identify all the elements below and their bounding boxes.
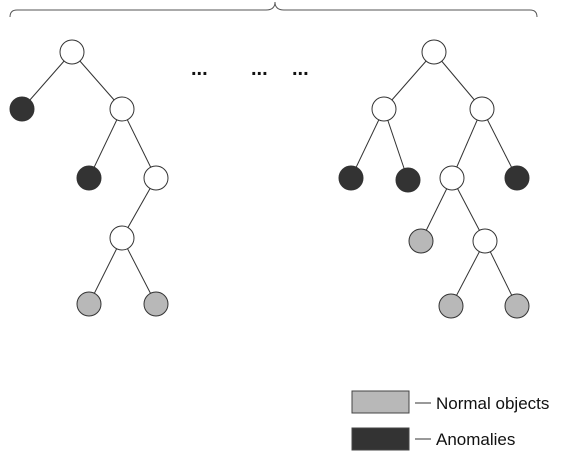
top-brace (9, 1, 538, 18)
tree-left-node-h-normal-object (143, 291, 169, 317)
tree-right-node-h-normal-object (408, 228, 434, 254)
tree-left-node-g-normal-object (76, 291, 102, 317)
tree-right-node-f-internal (439, 165, 465, 191)
ellipsis-2: ... (251, 58, 268, 80)
legend-normal-label: Normal objects (436, 394, 549, 413)
legend-anomaly-label: Anomalies (436, 430, 515, 449)
tree-nodes (9, 39, 530, 319)
tree-right-edge-c-g (481, 108, 518, 179)
tree-right-node-i-internal (472, 228, 498, 254)
tree-right-node-e-anomaly (395, 167, 421, 193)
tree-left-edge-c-d (88, 108, 123, 179)
tree-right-node-j-normal-object (438, 293, 464, 319)
ellipsis-3: ... (292, 58, 309, 80)
tree-left-edge-a-c (71, 51, 123, 110)
tree-right-node-k-normal-object (504, 293, 530, 319)
tree-left-node-c-internal (109, 96, 135, 122)
tree-left-node-f-internal (109, 225, 135, 251)
tree-right-edge-a-b (383, 51, 435, 110)
tree-left-node-b-anomaly (9, 96, 35, 122)
ellipsis-1: ... (191, 58, 208, 80)
tree-right-node-b-internal (371, 96, 397, 122)
tree-right-node-d-anomaly (338, 165, 364, 191)
legend-anomaly-swatch (351, 427, 410, 451)
tree-right-node-c-internal (469, 96, 495, 122)
tree-left-edge-a-b (21, 51, 73, 110)
tree-left-node-a-internal (59, 39, 85, 65)
tree-left-edge-c-e (121, 108, 157, 179)
tree-left-node-d-anomaly (76, 165, 102, 191)
tree-right-edge-b-d (350, 108, 385, 179)
legend: Normal objects Anomalies (351, 390, 549, 451)
tree-right-edge-c-f (451, 108, 483, 179)
legend-normal-swatch (351, 390, 410, 414)
tree-right-node-a-internal (421, 39, 447, 65)
tree-right-node-g-anomaly (504, 165, 530, 191)
tree-left-node-e-internal (143, 165, 169, 191)
